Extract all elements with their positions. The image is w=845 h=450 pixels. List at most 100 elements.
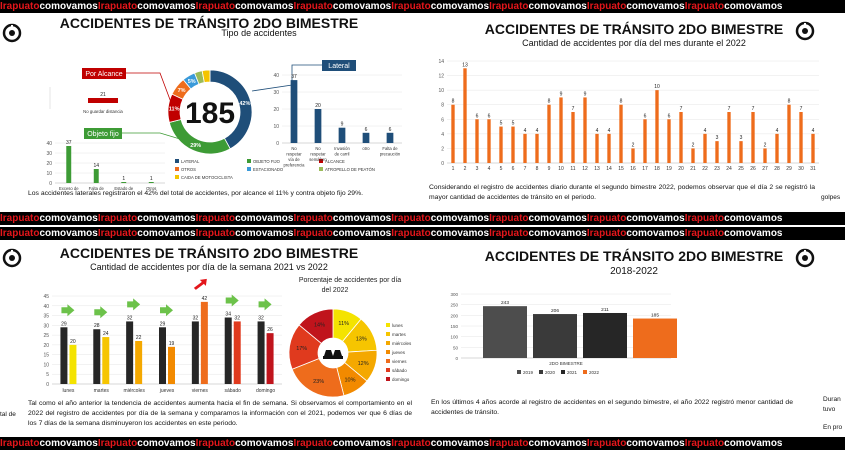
banner-word: comovamos bbox=[626, 1, 685, 12]
cut-off-text: golpes bbox=[821, 194, 841, 201]
bar-2022 bbox=[168, 346, 175, 384]
bar-2022 bbox=[102, 337, 110, 384]
banner-word: Irapuato bbox=[0, 438, 40, 449]
y-tick-label: 20 bbox=[46, 161, 52, 167]
banner-word: Irapuato bbox=[391, 228, 431, 239]
category-label: 20 bbox=[678, 166, 684, 172]
category-label: No guardar distancia bbox=[83, 109, 123, 114]
banner-word: comovamos bbox=[235, 228, 294, 239]
value-label: 3 bbox=[716, 135, 719, 141]
y-tick-label: 0 bbox=[441, 161, 444, 167]
category-label: 31 bbox=[810, 166, 816, 172]
banner-word: Irapuato bbox=[195, 228, 236, 239]
pie-title: Porcentaje de accidentes por día bbox=[299, 277, 401, 284]
bar-2021 bbox=[126, 321, 134, 384]
banner-word: Irapuato bbox=[391, 1, 431, 12]
y-tick-label: 20 bbox=[273, 107, 279, 113]
slice-label: 14% bbox=[314, 322, 325, 328]
slice-label: 5% bbox=[188, 79, 196, 85]
panel-caption: Considerando el registro de accidentes d… bbox=[429, 184, 815, 201]
bar bbox=[633, 318, 677, 358]
bar bbox=[775, 133, 779, 163]
category-label: 1 bbox=[452, 166, 455, 172]
panel-title: ACCIDENTES DE TRÁNSITO 2DO BIMESTRE bbox=[59, 245, 359, 261]
category-label: preferencia bbox=[284, 163, 306, 168]
category-label: 28 bbox=[774, 166, 780, 172]
banner-word: comovamos bbox=[332, 438, 392, 449]
bar bbox=[739, 141, 743, 163]
category-label: Falta de bbox=[382, 146, 398, 151]
slice-label: 42% bbox=[239, 101, 250, 107]
category-label: 30 bbox=[798, 166, 804, 172]
value-label: 4 bbox=[776, 128, 779, 134]
legend-label: 2019 bbox=[523, 370, 534, 375]
banner-word: comovamos bbox=[137, 1, 196, 12]
bar-2021 bbox=[93, 329, 101, 384]
weekday-chart: 0510152025303540452920lunes2824martes322… bbox=[43, 277, 412, 398]
legend-label: jueves bbox=[391, 350, 406, 355]
legend-label: lunes bbox=[392, 323, 404, 328]
banner-word: Irapuato bbox=[391, 213, 431, 224]
panel-title: ACCIDENTES DE TRÁNSITO 2DO BIMESTRE bbox=[484, 21, 784, 37]
legend-swatch bbox=[386, 341, 390, 345]
banner-word: Irapuato bbox=[586, 1, 627, 12]
panel-subtitle: Cantidad de accidentes por día de la sem… bbox=[90, 262, 328, 272]
value-label: 20 bbox=[70, 339, 76, 345]
decrease-arrow-icon bbox=[94, 306, 108, 319]
panel-daily-accidents: ACCIDENTES DE TRÁNSITO 2DO BIMESTRE Cant… bbox=[423, 13, 845, 212]
value-label: 9 bbox=[584, 91, 587, 97]
value-label: 5 bbox=[512, 121, 515, 127]
connector-line bbox=[251, 64, 322, 92]
slice-label: 13% bbox=[356, 337, 367, 343]
alcance-tag-label: Por Alcance bbox=[85, 71, 122, 78]
value-label: 8 bbox=[548, 99, 551, 105]
bar bbox=[703, 133, 707, 163]
legend-label: viernes bbox=[392, 359, 407, 364]
legend-swatch bbox=[386, 377, 390, 381]
banner-word: Irapuato bbox=[97, 1, 138, 12]
slice-label: 23% bbox=[313, 379, 324, 385]
value-label: 6 bbox=[488, 113, 491, 119]
bar bbox=[523, 133, 527, 163]
category-label: Invasión bbox=[334, 146, 350, 151]
banner-word: Irapuato bbox=[586, 228, 627, 239]
banner-word: comovamos bbox=[528, 1, 587, 12]
value-label: 7 bbox=[680, 106, 683, 112]
banner-word: comovamos bbox=[235, 1, 294, 12]
banner-word: Irapuato bbox=[684, 228, 725, 239]
category-label: 16 bbox=[630, 166, 636, 172]
banner-word: Irapuato bbox=[293, 228, 333, 239]
legend-label: OTROS bbox=[181, 167, 196, 172]
category-label: 9 bbox=[548, 166, 551, 172]
legend-swatch bbox=[386, 350, 390, 354]
value-label: 37 bbox=[66, 140, 72, 146]
banner-word: Irapuato bbox=[586, 213, 627, 224]
banner-word: Irapuato bbox=[97, 438, 138, 449]
legend-swatch bbox=[319, 167, 323, 171]
bar bbox=[667, 119, 671, 163]
y-tick-label: 25 bbox=[43, 333, 49, 339]
legend-label: martes bbox=[392, 332, 407, 337]
category-label: 13 bbox=[594, 166, 600, 172]
legend-label: sábado bbox=[392, 368, 407, 373]
y-tick-label: 5 bbox=[46, 372, 49, 378]
y-tick-label: 40 bbox=[46, 141, 52, 147]
bar bbox=[535, 133, 539, 163]
legend-label: ALCANCE bbox=[325, 159, 345, 164]
bar-2021 bbox=[224, 317, 232, 384]
y-tick-label: 45 bbox=[43, 294, 49, 300]
panel-accident-types: ACCIDENTES DE TRÁNSITO 2DO BIMESTRE Tipo… bbox=[0, 13, 418, 212]
category-label: No bbox=[291, 146, 297, 151]
donut-slice bbox=[201, 69, 211, 83]
bar bbox=[93, 169, 99, 183]
connector-line bbox=[126, 72, 173, 106]
category-label: respetar bbox=[310, 152, 326, 157]
category-label: 17 bbox=[642, 166, 648, 172]
slice-label: 17% bbox=[296, 346, 307, 352]
legend-swatch bbox=[561, 370, 565, 374]
daily-accidents-chart: 0246810121481132636455564748899107119124… bbox=[438, 59, 819, 172]
bar bbox=[751, 112, 755, 163]
bar bbox=[643, 119, 647, 163]
value-label: 211 bbox=[601, 307, 609, 313]
total-label: 185 bbox=[185, 97, 235, 130]
